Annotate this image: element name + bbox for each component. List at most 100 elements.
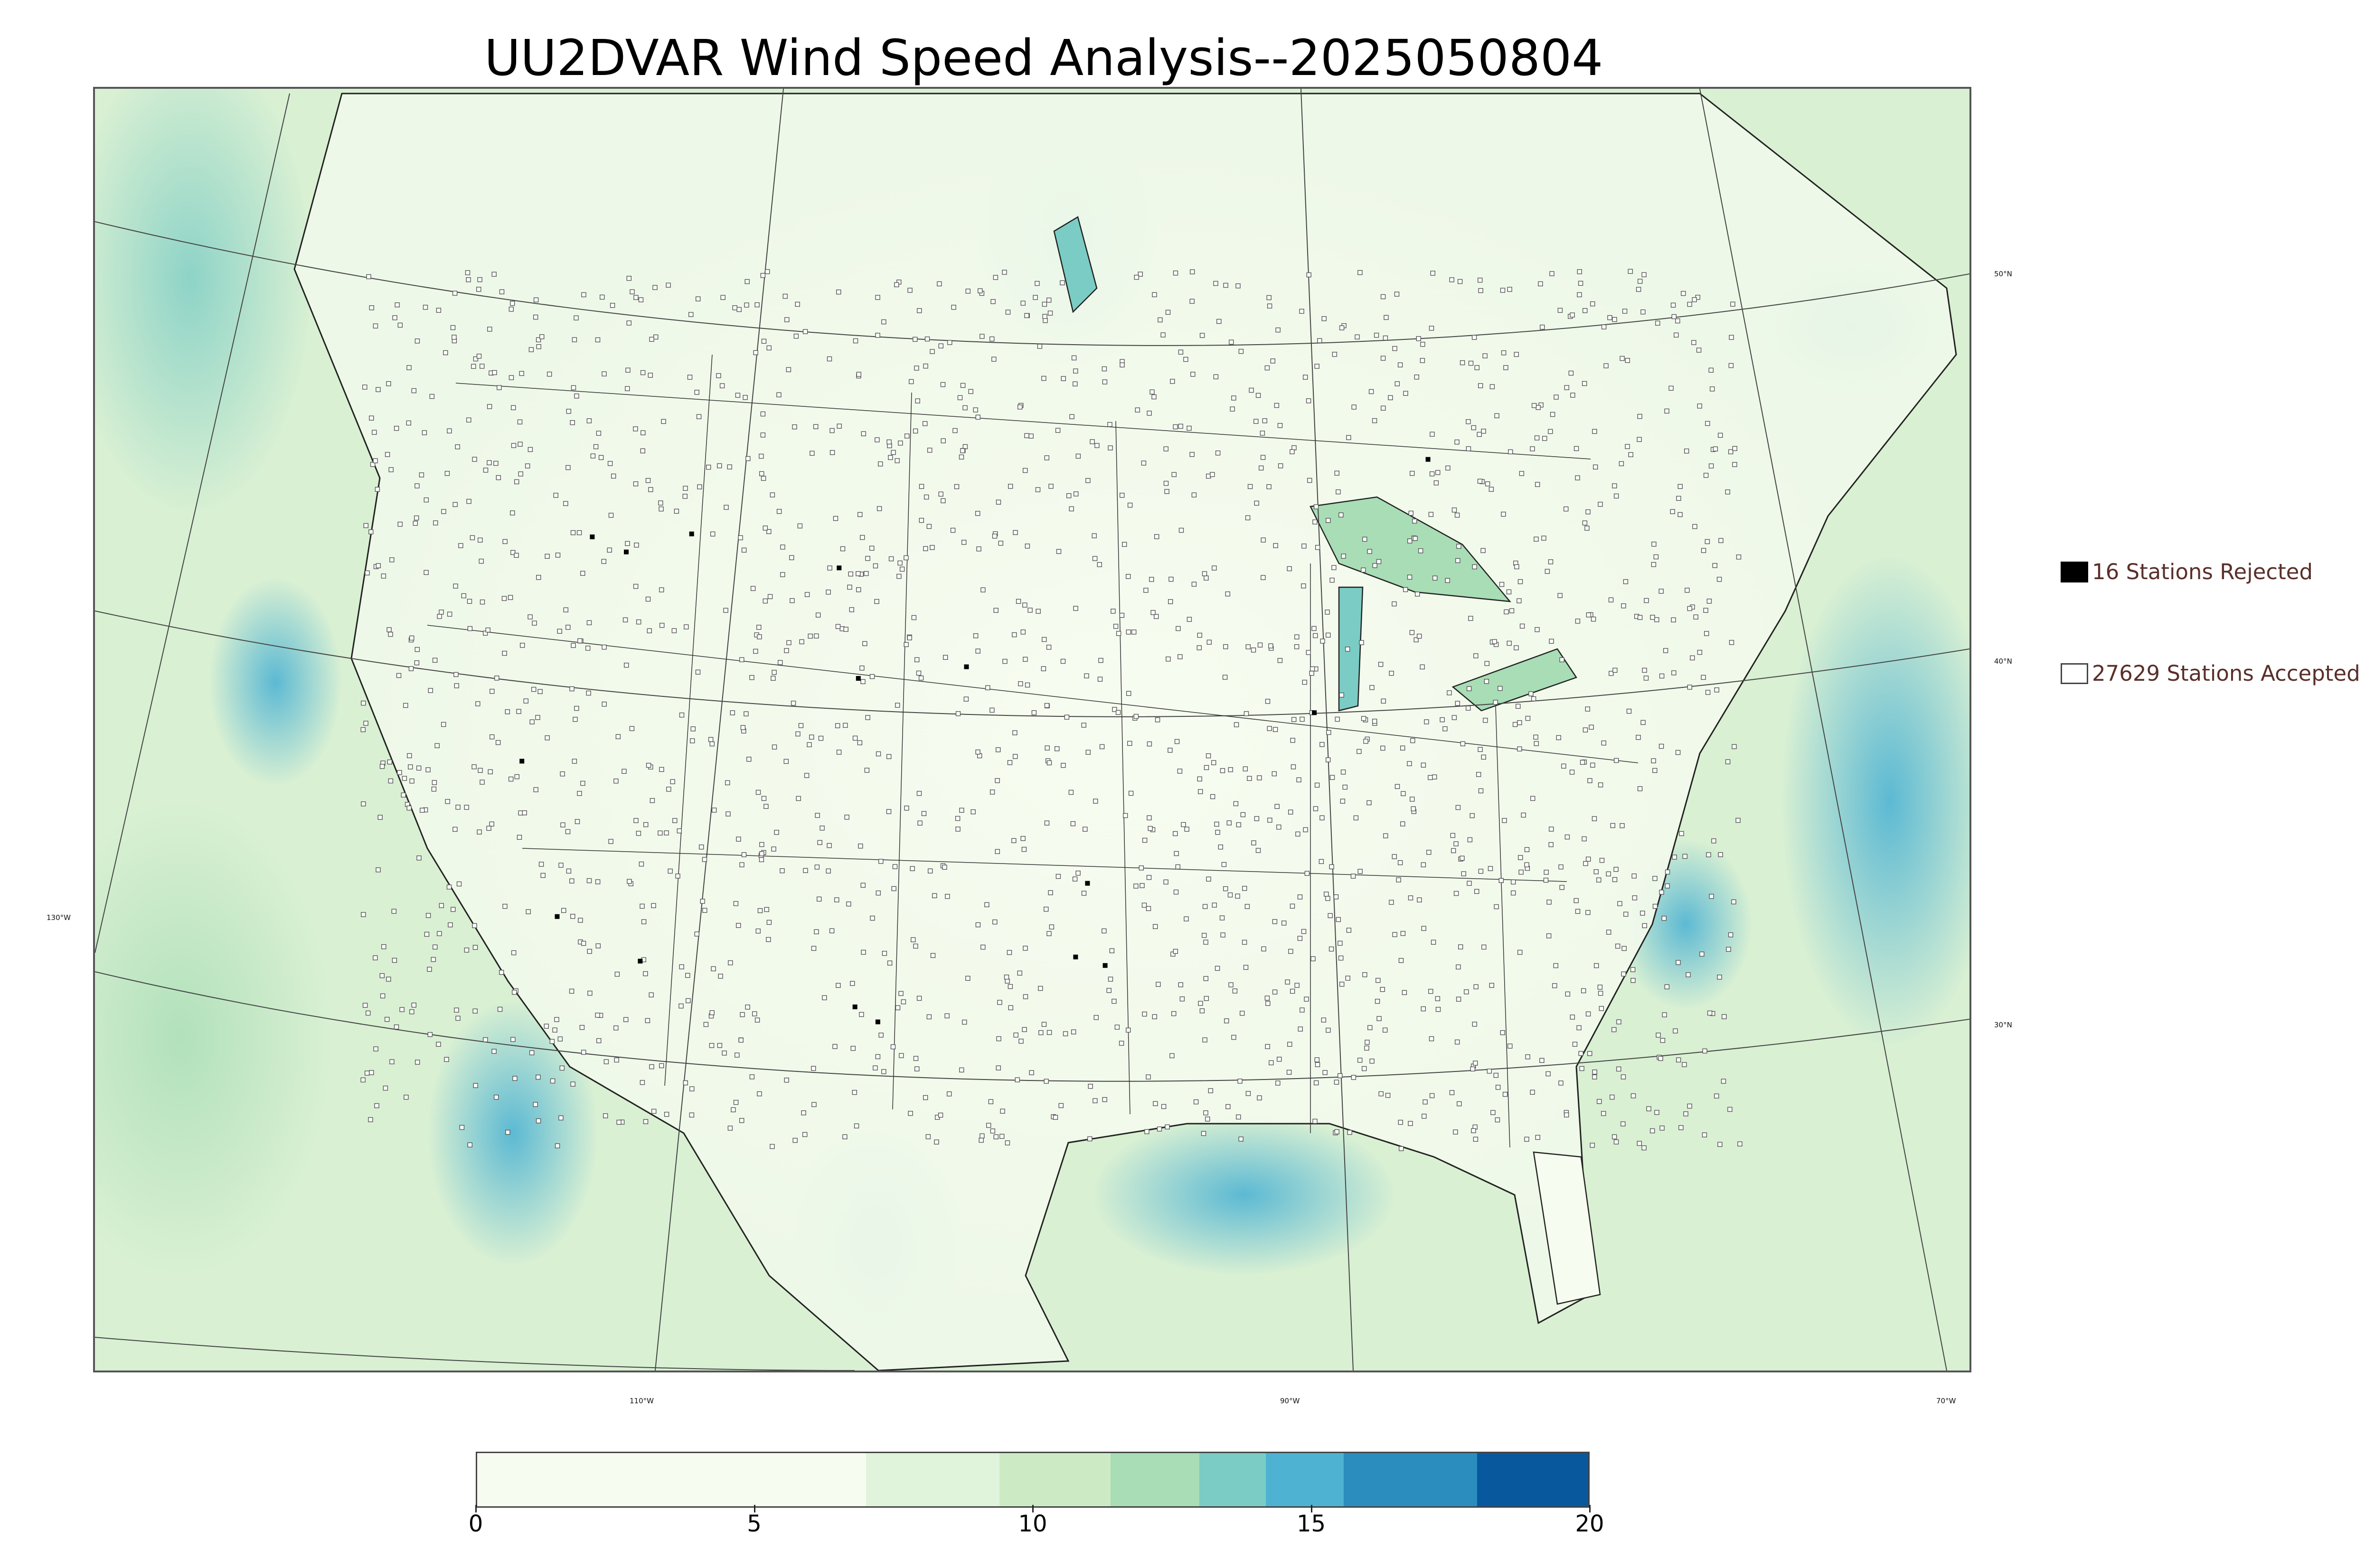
colorbar-tick xyxy=(754,1505,755,1512)
accepted-station-marker xyxy=(664,830,669,836)
accepted-station-marker xyxy=(1478,747,1483,752)
accepted-station-marker xyxy=(366,1010,371,1016)
accepted-station-marker xyxy=(696,414,702,419)
accepted-station-marker xyxy=(1554,394,1559,400)
accepted-station-marker xyxy=(464,805,469,810)
accepted-station-marker xyxy=(1477,479,1483,484)
accepted-station-marker xyxy=(990,299,996,304)
accepted-station-marker xyxy=(690,726,696,732)
accepted-station-marker xyxy=(414,660,420,666)
accepted-station-marker xyxy=(918,675,924,681)
accepted-station-marker xyxy=(1125,574,1131,579)
accepted-station-marker xyxy=(1300,716,1305,722)
accepted-station-marker xyxy=(869,674,875,679)
accepted-station-marker xyxy=(688,312,694,317)
accepted-station-marker xyxy=(476,354,482,359)
accepted-station-marker xyxy=(1092,556,1098,561)
accepted-station-marker xyxy=(491,1049,497,1054)
accepted-station-marker xyxy=(1002,270,1007,275)
accepted-station-marker xyxy=(1023,994,1028,999)
accepted-station-marker xyxy=(1375,998,1380,1004)
accepted-station-marker xyxy=(452,502,458,507)
accepted-station-marker xyxy=(1097,562,1102,567)
accepted-station-marker xyxy=(1703,473,1709,478)
accepted-station-marker xyxy=(1232,988,1238,994)
accepted-station-marker xyxy=(502,903,508,909)
colorbar-segment xyxy=(477,1453,866,1506)
accepted-station-marker xyxy=(625,541,630,546)
accepted-station-marker xyxy=(1178,349,1184,355)
accepted-station-marker xyxy=(849,607,855,612)
accepted-station-marker xyxy=(1041,376,1046,381)
accepted-station-marker xyxy=(1721,1079,1726,1084)
accepted-station-marker xyxy=(633,583,639,589)
accepted-station-marker xyxy=(1517,579,1523,584)
accepted-station-marker xyxy=(389,1059,395,1064)
accepted-station-marker xyxy=(1013,530,1018,535)
accepted-station-marker xyxy=(1589,724,1594,730)
accepted-station-marker xyxy=(445,799,450,804)
accepted-station-marker xyxy=(916,670,922,676)
accepted-station-marker xyxy=(516,709,521,714)
accepted-station-marker xyxy=(740,1012,745,1017)
accepted-station-marker xyxy=(862,641,867,647)
accepted-station-marker xyxy=(602,701,607,707)
accepted-station-marker xyxy=(1201,1131,1206,1136)
accepted-station-marker xyxy=(528,614,533,620)
wind-field-pacific-coast xyxy=(209,578,342,787)
accepted-station-marker xyxy=(1581,988,1586,994)
accepted-station-marker xyxy=(1731,899,1736,905)
accepted-station-marker xyxy=(1552,983,1557,988)
accepted-station-marker xyxy=(853,338,858,344)
accepted-station-marker xyxy=(736,836,741,842)
accepted-station-marker xyxy=(1575,909,1581,914)
accepted-station-marker xyxy=(1157,1126,1162,1132)
accepted-station-marker xyxy=(388,467,394,472)
accepted-station-marker xyxy=(1519,623,1525,629)
accepted-station-marker xyxy=(852,1089,857,1095)
accepted-station-marker xyxy=(1374,332,1379,338)
accepted-station-marker xyxy=(1147,815,1152,821)
accepted-station-marker xyxy=(1706,852,1711,857)
accepted-station-marker xyxy=(1223,644,1228,649)
accepted-station-marker xyxy=(545,735,550,741)
accepted-station-marker xyxy=(1466,419,1471,424)
accepted-station-marker xyxy=(1197,632,1203,638)
accepted-station-marker xyxy=(577,638,583,644)
accepted-station-marker xyxy=(1471,1128,1476,1134)
accepted-station-marker xyxy=(1179,996,1185,1002)
accepted-station-marker xyxy=(1005,1140,1010,1145)
accepted-station-marker xyxy=(1403,587,1408,592)
accepted-station-marker xyxy=(881,1069,886,1074)
accepted-station-marker xyxy=(1035,487,1041,492)
accepted-station-marker xyxy=(629,726,635,732)
accepted-station-marker xyxy=(1651,562,1657,567)
accepted-station-marker xyxy=(914,1066,920,1071)
colorbar-segment xyxy=(1344,1453,1477,1506)
accepted-station-marker xyxy=(406,805,412,811)
accepted-station-marker xyxy=(1068,789,1074,795)
accepted-station-marker xyxy=(473,1083,478,1088)
accepted-station-marker xyxy=(732,305,737,310)
accepted-station-marker xyxy=(1357,270,1363,275)
accepted-station-marker xyxy=(1178,982,1184,987)
accepted-station-marker xyxy=(647,628,652,634)
accepted-station-marker xyxy=(942,864,947,870)
accepted-station-marker xyxy=(1699,951,1705,957)
accepted-station-marker xyxy=(1119,1041,1124,1046)
accepted-station-marker xyxy=(1651,758,1656,763)
accepted-station-marker xyxy=(510,300,515,306)
accepted-station-marker xyxy=(950,527,956,533)
accepted-station-marker xyxy=(1253,419,1259,424)
accepted-station-marker xyxy=(389,557,395,563)
accepted-station-marker xyxy=(630,289,635,294)
accepted-station-marker xyxy=(467,1142,472,1148)
accepted-station-marker xyxy=(1350,873,1356,879)
accepted-station-marker xyxy=(533,314,538,320)
accepted-station-marker xyxy=(533,787,538,792)
accepted-station-marker xyxy=(1238,1136,1244,1142)
accepted-station-marker xyxy=(1112,707,1117,712)
accepted-station-marker xyxy=(837,423,842,429)
accepted-station-marker xyxy=(777,660,783,665)
accepted-station-marker xyxy=(1173,889,1179,895)
